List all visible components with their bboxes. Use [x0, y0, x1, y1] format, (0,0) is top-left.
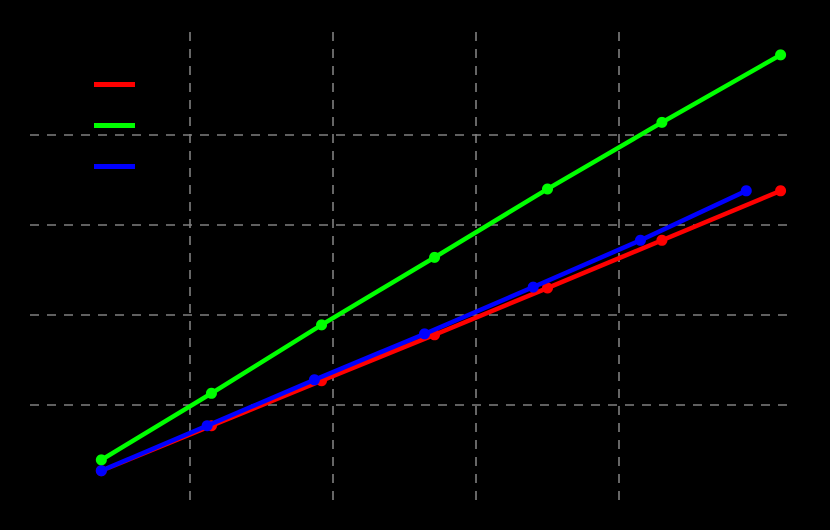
data-point-blue	[201, 420, 213, 432]
data-point-blue	[527, 281, 539, 293]
data-point-red	[542, 282, 553, 294]
legend-swatch-green	[94, 122, 135, 128]
data-point-blue	[308, 374, 320, 386]
data-point-green	[429, 251, 441, 263]
legend-item-red	[94, 70, 145, 111]
legend-swatch-red	[94, 81, 135, 87]
data-point-green	[95, 454, 107, 466]
data-point-blue	[740, 185, 752, 197]
data-point-blue	[634, 234, 646, 246]
series-line-green	[100, 52, 782, 462]
series-lines	[95, 49, 787, 477]
data-point-green	[656, 116, 668, 128]
data-point-green	[775, 49, 787, 61]
legend	[94, 70, 145, 193]
legend-item-blue	[94, 152, 145, 193]
data-point-red	[775, 185, 787, 197]
legend-swatch-blue	[94, 163, 135, 169]
data-point-red	[656, 234, 668, 246]
grid-lines	[30, 32, 795, 502]
data-point-green	[542, 183, 553, 195]
data-point-green	[205, 387, 217, 399]
legend-item-green	[94, 111, 145, 152]
data-point-blue	[419, 328, 431, 340]
data-point-green	[316, 319, 328, 331]
data-point-blue	[95, 465, 107, 477]
